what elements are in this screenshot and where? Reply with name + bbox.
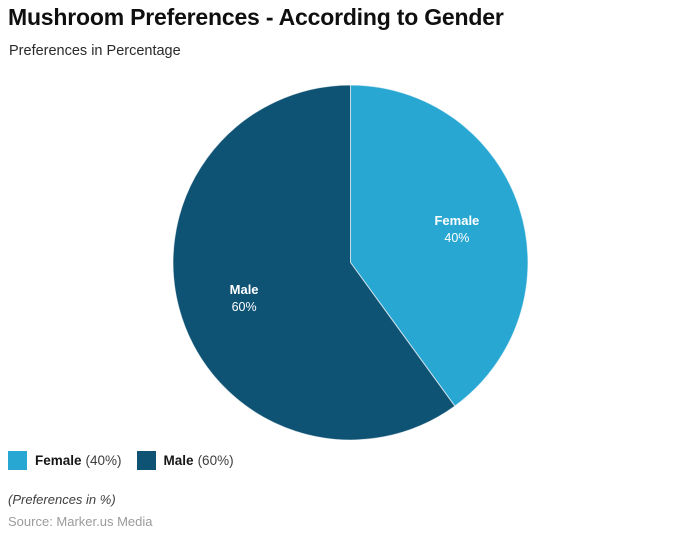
pie-slice-female: [350, 84, 529, 407]
legend-value-male: (60%): [197, 453, 234, 468]
pie-label-male: Male 60%: [230, 282, 259, 314]
legend-label-female: Female: [35, 453, 82, 468]
legend-text-female: Female (40%): [35, 453, 122, 468]
pie-slices: [172, 84, 529, 441]
chart-source: Source: Marker.us Media: [8, 514, 153, 529]
legend-swatch-female-icon: [8, 451, 27, 470]
pie-slice-labels: Female 40% Male 60%: [230, 213, 480, 314]
legend-text-male: Male (60%): [164, 453, 234, 468]
legend-swatch-male-icon: [136, 451, 156, 470]
legend-item-male: Male (60%): [136, 451, 234, 470]
pie-label-female: Female 40%: [434, 213, 479, 245]
legend-value-female: (40%): [85, 453, 122, 468]
pie-slice-male: [172, 84, 456, 441]
legend-label-male: Male: [163, 453, 194, 468]
page-title: Mushroom Preferences - According to Gend…: [8, 4, 504, 30]
legend-item-female: Female (40%): [8, 451, 122, 470]
page-subtitle: Preferences in Percentage: [9, 43, 181, 59]
chart-footnote: (Preferences in %): [8, 492, 116, 507]
chart-legend: Female (40%) Male (60%): [8, 451, 234, 470]
